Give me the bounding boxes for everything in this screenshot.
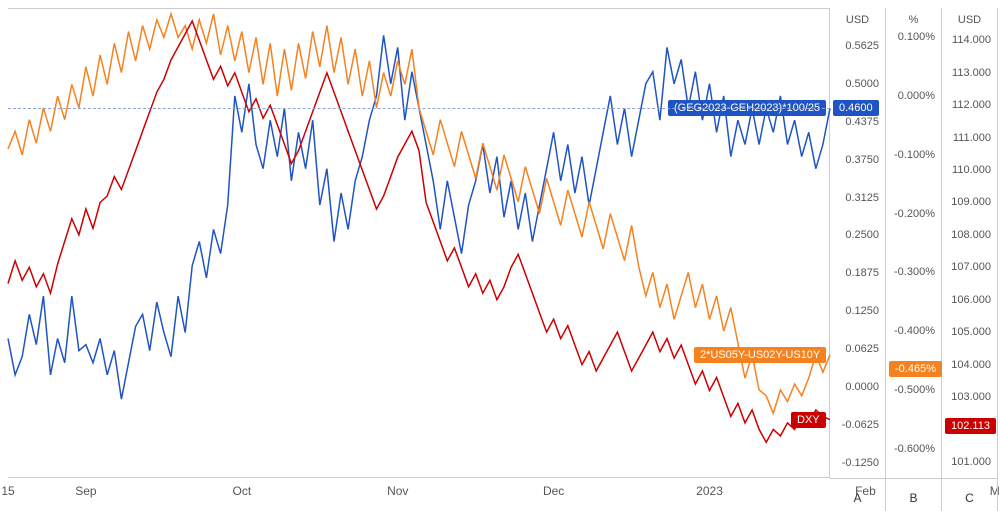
xaxis-tick: Dec: [543, 484, 564, 498]
y-tick: 108.000: [951, 229, 991, 241]
y-tick: 0.3750: [845, 154, 879, 166]
y-tick: 112.000: [952, 99, 991, 111]
xaxis-tick: Oct: [233, 484, 252, 498]
y-tick: 0.5000: [845, 78, 879, 90]
y-tick: 0.3125: [845, 192, 879, 204]
y-tick: 0.1875: [845, 267, 879, 279]
y-panel-footer: C: [965, 491, 974, 505]
y-tick: 103.000: [951, 391, 991, 403]
series-line: [8, 21, 830, 442]
series-line: [8, 35, 830, 399]
y-tick: 113.000: [952, 67, 991, 79]
y-tick: 0.0625: [845, 343, 879, 355]
y-tick: 105.000: [951, 326, 991, 338]
xaxis-tick: 15: [1, 484, 14, 498]
series-name-label: DXY: [791, 412, 826, 428]
y-tick: 0.1250: [845, 305, 879, 317]
y-panel-footer: B: [909, 491, 917, 505]
xaxis-tick: Nov: [387, 484, 408, 498]
y-tick: 0.0000: [845, 381, 879, 393]
y-tick: -0.100%: [894, 149, 935, 161]
y-tick: 0.000%: [898, 90, 935, 102]
y-panel-header: USD: [958, 14, 981, 26]
y-panel-A: USD A 0.5625 0.5000 0.4375 0.3750 0.3125 0.2500…: [830, 8, 886, 511]
y-tick: -0.0625: [842, 419, 879, 431]
series-value-tag: 102.113: [945, 418, 996, 434]
financial-chart: 15SepOctNovDec2023FebMar USDA0.56250.500…: [0, 0, 1000, 511]
y-tick: 106.000: [951, 294, 991, 306]
y-tick: -0.600%: [894, 443, 935, 455]
series-name-label: 2*US05Y-US02Y-US10Y: [694, 347, 826, 363]
y-tick: 0.5625: [845, 40, 879, 52]
y-tick: -0.500%: [894, 384, 935, 396]
y-tick: 0.100%: [898, 31, 935, 43]
y-tick: 109.000: [951, 196, 991, 208]
y-tick: -0.1250: [842, 457, 879, 469]
y-tick: 0.2500: [845, 229, 879, 241]
xaxis-tick: Sep: [75, 484, 96, 498]
y-tick: 0.4375: [845, 116, 879, 128]
y-tick: 101.000: [951, 456, 991, 468]
y-panel-B: % B 0.100% 0.000% -0.100% -0.200% -0.300% -0.40…: [886, 8, 942, 511]
y-panel-C: USD C 114.000 113.000 112.000 111.000 110.000 1…: [942, 8, 998, 511]
y-tick: 114.000: [952, 34, 991, 46]
y-tick: 110.000: [952, 164, 991, 176]
y-panel-header: %: [909, 14, 919, 26]
series-value-tag: -0.465%: [889, 361, 942, 377]
y-tick: 107.000: [951, 261, 991, 273]
series-value-tag: 0.4600: [833, 100, 879, 116]
y-tick: -0.200%: [894, 208, 935, 220]
reference-line: [8, 108, 830, 109]
y-tick: -0.300%: [894, 266, 935, 278]
y-panel-footer: A: [853, 491, 861, 505]
y-tick: -0.400%: [894, 325, 935, 337]
y-panel-header: USD: [846, 14, 869, 26]
y-tick: 104.000: [951, 359, 991, 371]
y-tick: 111.000: [953, 132, 991, 144]
xaxis-tick: 2023: [696, 484, 723, 498]
